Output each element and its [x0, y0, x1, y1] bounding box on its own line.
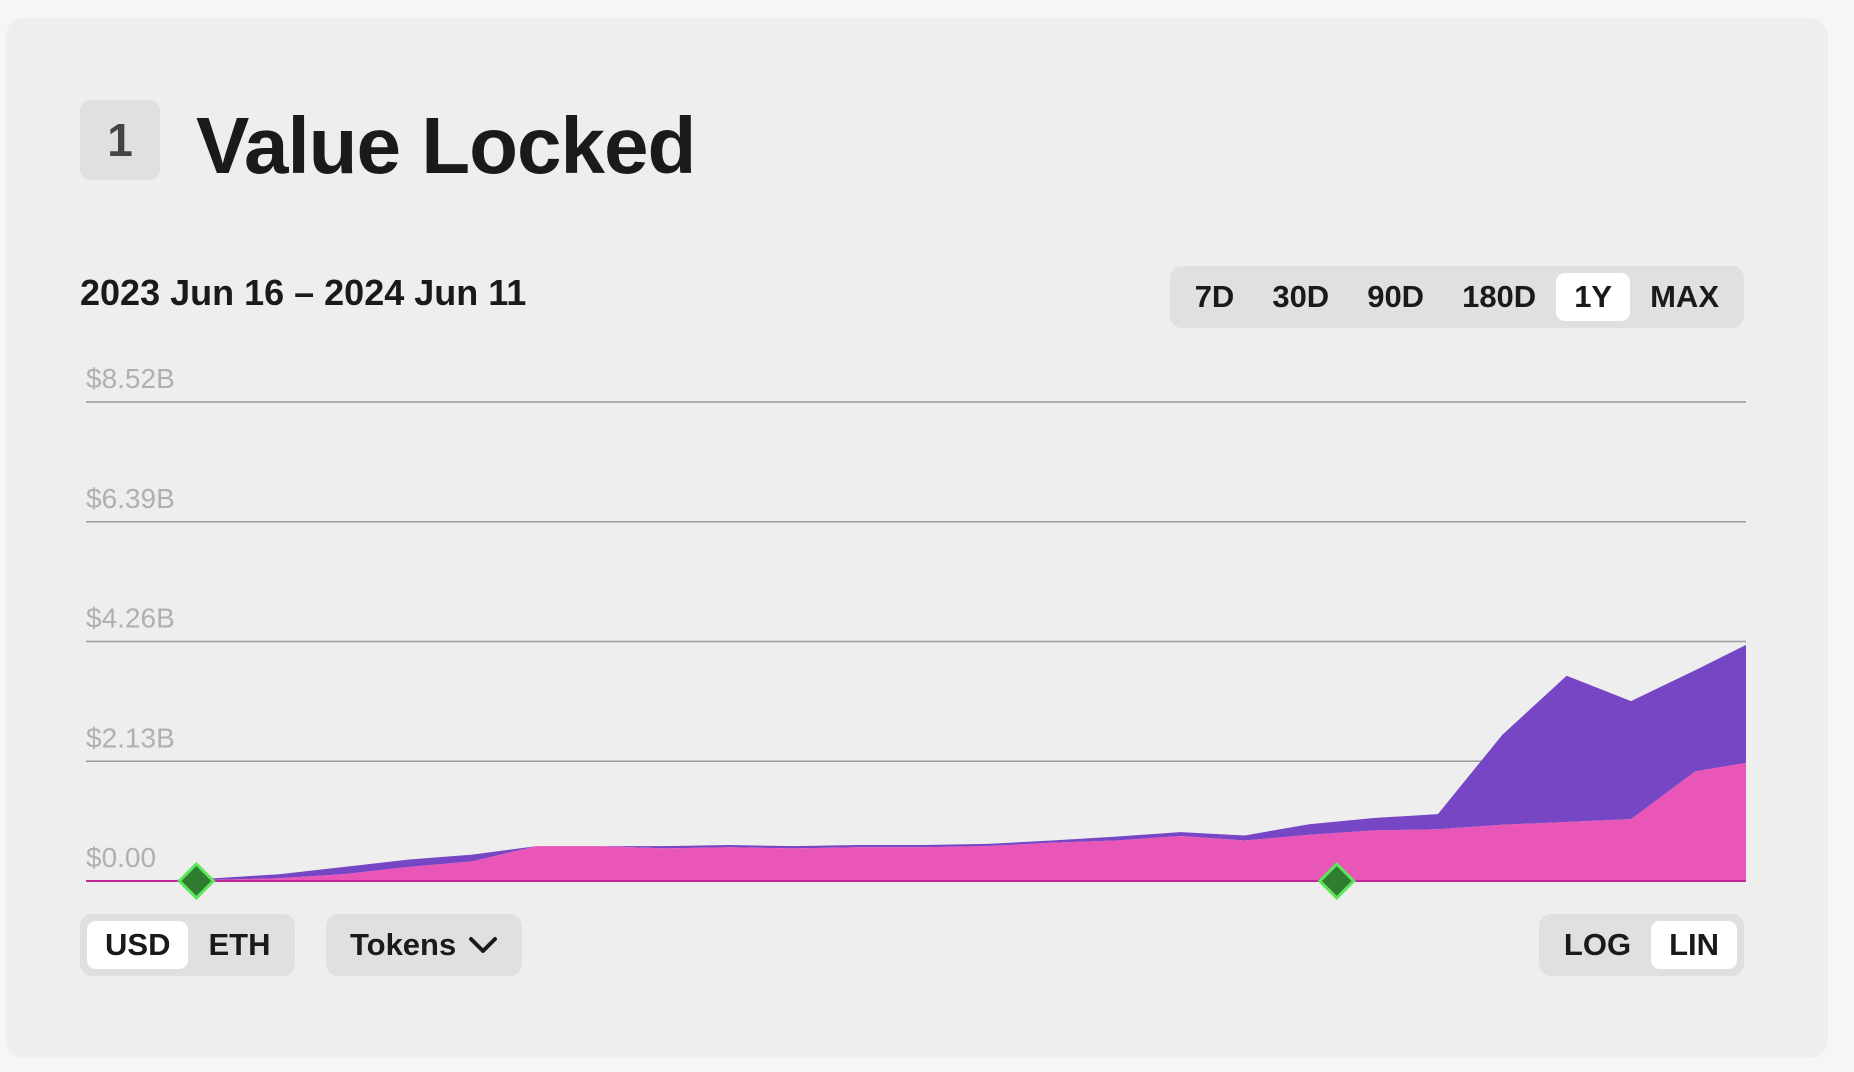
currency-button-eth[interactable]: ETH — [208, 927, 271, 962]
event-marker[interactable] — [177, 861, 216, 901]
series-area-bottom — [86, 762, 1746, 881]
chevron-down-icon — [469, 937, 498, 953]
timeframe-button-90d[interactable]: 90D — [1367, 279, 1425, 314]
timeframe-button-max[interactable]: MAX — [1650, 279, 1719, 314]
y-tick-label: $4.26B — [86, 603, 175, 634]
event-marker[interactable] — [1317, 861, 1356, 901]
timeframe-button-1y[interactable]: 1Y — [1556, 273, 1631, 321]
y-tick-label: $6.39B — [86, 483, 175, 514]
currency-button-usd[interactable]: USD — [87, 921, 189, 969]
timeframe-button-30d[interactable]: 30D — [1272, 279, 1330, 314]
y-tick-label: $0.00 — [86, 842, 156, 873]
timeframe-button-180d[interactable]: 180D — [1462, 279, 1537, 314]
section-number: 1 — [80, 100, 160, 180]
y-tick-label: $2.13B — [86, 722, 175, 753]
section-title: Value Locked — [196, 101, 696, 190]
tokens-dropdown-button[interactable]: Tokens — [326, 914, 523, 976]
scale-button-lin[interactable]: LIN — [1651, 921, 1737, 969]
scale-toggle: LOG LIN — [1538, 914, 1744, 976]
timeframe-button-7d[interactable]: 7D — [1194, 279, 1235, 314]
timeframe-selector: 7D 30D 90D 180D 1Y MAX — [1169, 266, 1744, 328]
value-locked-card — [6, 18, 1828, 1058]
currency-toggle: USD ETH — [80, 914, 296, 976]
date-range-label: 2023 Jun 16 – 2024 Jun 11 — [80, 272, 527, 313]
scale-button-log[interactable]: LOG — [1563, 927, 1632, 962]
y-tick-label: $8.52B — [86, 363, 175, 394]
tokens-button-label: Tokens — [350, 927, 457, 962]
